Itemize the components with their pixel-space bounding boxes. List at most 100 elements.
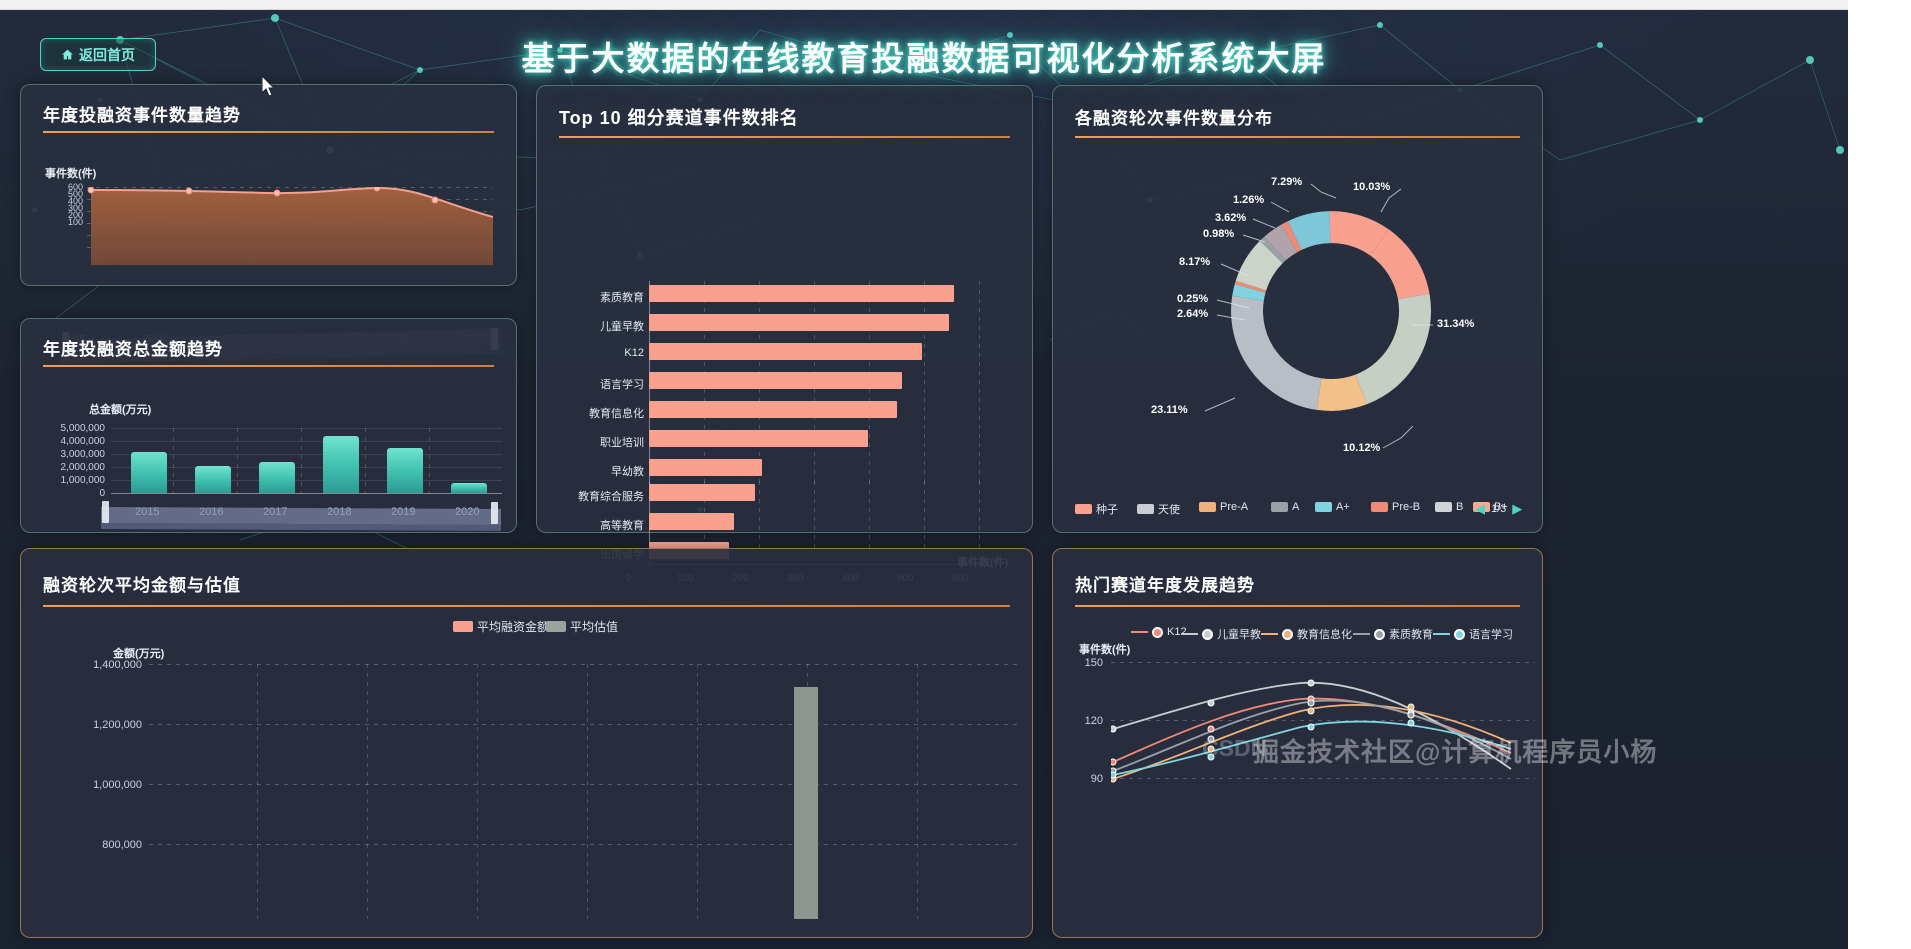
legend-item-avg-funding[interactable]: 平均融资金额: [453, 618, 549, 635]
round-average-chart: 1,400,000 1,200,000 1,000,000 800,000: [37, 657, 1027, 927]
cat-label: K12: [624, 347, 644, 359]
panel-yearly-events-rule: [43, 131, 494, 133]
panel-track-trend: 热门赛道年度发展趋势 K12 儿童早教 教育信息化 素质教育 语言学习 事件数(…: [1052, 548, 1543, 938]
yaxis-tick: 300: [67, 203, 83, 213]
panel-yearly-amount-rule: [43, 365, 494, 367]
yearly-events-area: [87, 187, 493, 265]
bar-2017[interactable]: [259, 462, 295, 493]
pie-pct-label: 0.25%: [1177, 293, 1209, 305]
return-home-button[interactable]: 返回首页: [40, 38, 156, 71]
chart-base-plate: [101, 501, 501, 531]
legend-label: A: [1292, 501, 1300, 513]
bar-avg-valuation[interactable]: [794, 687, 818, 919]
pie-pct-label: 0.98%: [1203, 228, 1235, 240]
pie-pct-label: 1.26%: [1233, 194, 1265, 206]
legend-line: [1131, 631, 1148, 633]
legend-item-A[interactable]: A: [1271, 501, 1299, 513]
yearly-events-chart: 600 500 400 300 200 100: [63, 182, 493, 265]
bar-2019[interactable]: [387, 448, 423, 493]
yaxis-tick: 3,000,000: [60, 449, 106, 460]
legend-swatch: [1137, 504, 1154, 514]
legend-item-avg-valuation[interactable]: 平均估值: [546, 618, 618, 635]
legend-dot: [1374, 628, 1385, 640]
track-trend-ylabel: 事件数(件): [1079, 644, 1131, 656]
panel-top10-title: Top 10 细分赛道事件数排名: [559, 108, 799, 128]
cat-label: 语言学习: [600, 379, 644, 391]
legend-label: 平均估值: [570, 620, 619, 634]
pie-pct-label: 31.34%: [1437, 318, 1475, 330]
legend-label: 语言学习: [1469, 629, 1513, 641]
bar-2016[interactable]: [195, 466, 231, 493]
legend-item-Pre-B[interactable]: Pre-B: [1371, 501, 1420, 513]
cat-label: 高等教育: [600, 520, 644, 532]
cat-label: 早幼教: [611, 466, 644, 478]
pie-pct-label: 23.11%: [1151, 404, 1188, 416]
legend-item-B[interactable]: B: [1435, 501, 1463, 513]
legend-next-icon[interactable]: ▶: [1512, 501, 1523, 516]
legend-item-种子[interactable]: 种子: [1075, 501, 1118, 517]
bar-素质教育[interactable]: [649, 285, 954, 302]
cat-label: 素质教育: [600, 292, 644, 304]
legend-label: 种子: [1096, 504, 1118, 516]
legend-label: B: [1456, 501, 1464, 513]
legend-swatch: [546, 621, 566, 632]
bar-语言学习[interactable]: [649, 372, 902, 389]
watermark-left: CSDN: [1202, 735, 1268, 761]
yearly-amount-ylabel: 总金额(万元): [89, 404, 152, 416]
pie-pct-label: 10.12%: [1343, 442, 1381, 454]
legend-item-儿童早教[interactable]: 儿童早教: [1181, 626, 1261, 642]
yaxis-tick: 400: [67, 196, 83, 206]
legend-item-Pre-A[interactable]: Pre-A: [1199, 501, 1248, 513]
legend-dot: [1202, 628, 1213, 640]
panel-round-distribution-rule: [1075, 136, 1520, 138]
legend-line: [1353, 633, 1370, 635]
panel-round-distribution-title: 各融资轮次事件数量分布: [1075, 109, 1273, 128]
yaxis-tick: 200: [67, 210, 83, 220]
panel-yearly-amount: 年度投融资总金额趋势 总金额(万元) 5,000,000 4,000,000 3…: [20, 318, 517, 533]
legend-item-B-plus[interactable]: B+: [1473, 501, 1508, 513]
return-home-label: 返回首页: [79, 46, 135, 63]
bar-职业培训[interactable]: [649, 430, 868, 447]
legend-line: [1181, 633, 1198, 635]
legend-prev-icon[interactable]: ◀: [1475, 501, 1485, 516]
legend-label: 教育信息化: [1297, 629, 1352, 641]
legend-line: [1433, 633, 1450, 635]
yaxis-tick: 0: [99, 488, 105, 499]
panel-top10-rule: [559, 136, 1010, 138]
pie-leader-lines: [1204, 183, 1433, 449]
legend-pager[interactable]: ◀ 1/3 ▶: [1475, 501, 1522, 517]
browser-top-strip: [0, 0, 1911, 10]
legend-label: 平均融资金额: [477, 620, 550, 634]
yaxis-tick: 500: [67, 189, 83, 199]
legend-label: A+: [1336, 501, 1350, 513]
bar-2020[interactable]: [451, 483, 487, 493]
bar-早幼教[interactable]: [649, 459, 762, 476]
legend-item-天使[interactable]: 天使: [1137, 501, 1180, 517]
round-distribution-donut[interactable]: [1181, 161, 1481, 461]
yearly-amount-chart: 5,000,000 4,000,000 3,000,000 2,000,000 …: [37, 423, 502, 503]
bar-高等教育[interactable]: [649, 513, 734, 530]
yaxis-tick: 1,200,000: [93, 719, 142, 731]
legend-label: 天使: [1158, 504, 1180, 516]
legend-item-语言学习[interactable]: 语言学习: [1433, 626, 1513, 642]
bar-2015[interactable]: [131, 452, 167, 493]
bar-2018[interactable]: [323, 436, 359, 493]
legend-item-K12[interactable]: K12: [1131, 626, 1187, 638]
bar-教育信息化[interactable]: [649, 401, 897, 418]
legend-item-A-plus[interactable]: A+: [1315, 501, 1350, 513]
legend-page-indicator: 1/3: [1491, 503, 1507, 515]
yaxis-tick: 1,400,000: [93, 659, 142, 671]
panel-yearly-events: 年度投融资事件数量趋势 事件数(件) 600 500 400 300 200 1…: [20, 84, 517, 364]
legend-item-素质教育[interactable]: 素质教育: [1353, 626, 1433, 642]
yaxis-tick: 5,000,000: [60, 423, 106, 434]
bar-K12[interactable]: [649, 343, 922, 360]
bar-教育综合服务[interactable]: [649, 484, 755, 501]
legend-swatch: [1435, 502, 1452, 512]
bar-儿童早教[interactable]: [649, 314, 949, 331]
legend-item-教育信息化[interactable]: 教育信息化: [1261, 626, 1352, 642]
page-right-gutter: [1848, 0, 1911, 949]
legend-dot: [1152, 626, 1163, 638]
panel-round-average-rule: [43, 605, 1010, 607]
yearly-events-ylabel: 事件数(件): [45, 168, 97, 180]
legend-swatch: [1473, 502, 1490, 512]
